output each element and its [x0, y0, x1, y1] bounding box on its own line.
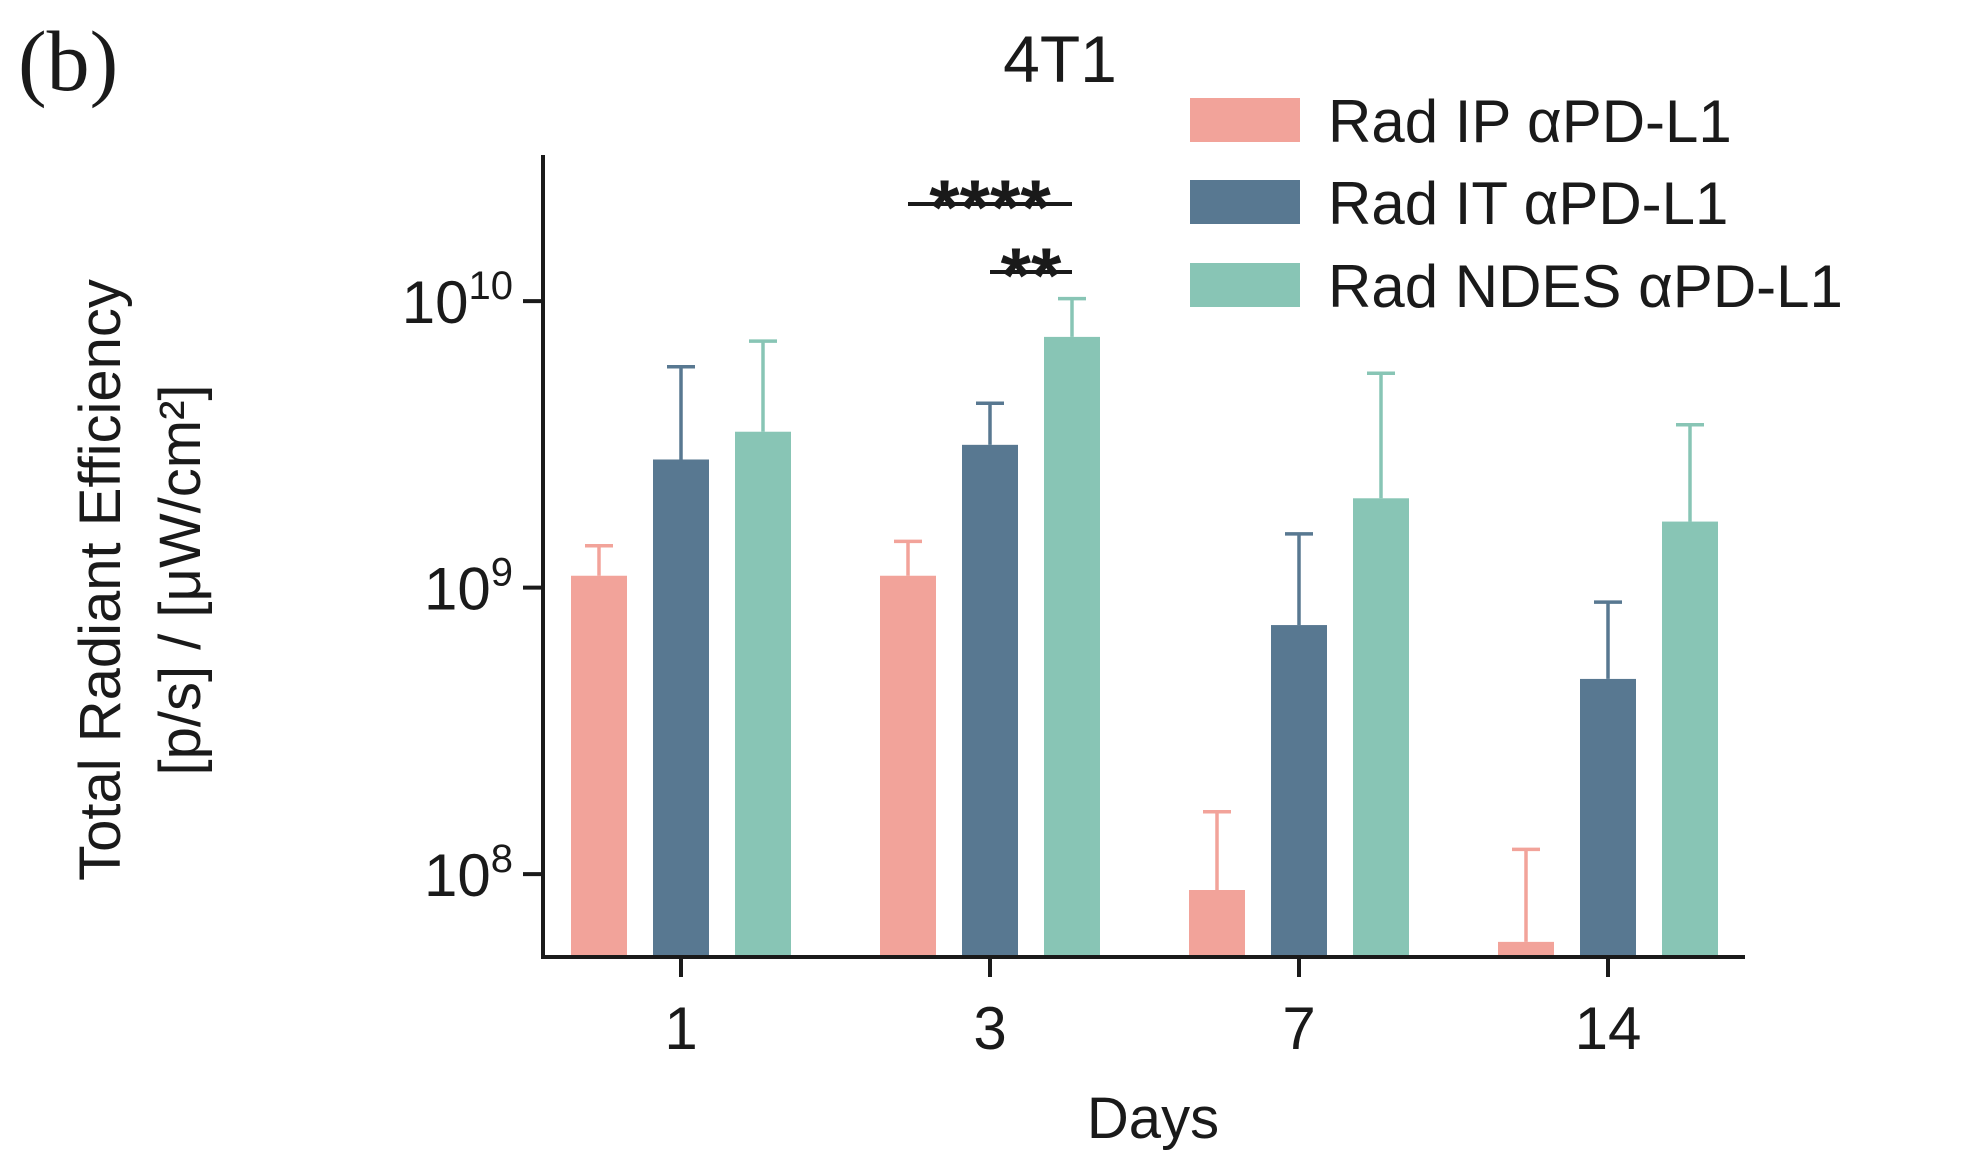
y-tick-label: 108 [424, 837, 513, 909]
legend-swatch [1190, 263, 1300, 307]
x-tick-label: 7 [1282, 995, 1315, 1062]
y-axis-label-line2: [p/s] / [μW/cm²] [148, 384, 213, 775]
x-tick-label: 1 [664, 995, 697, 1062]
legend-label: Rad NDES αPD-L1 [1328, 253, 1843, 320]
bars-layer [571, 336, 1718, 956]
x-tick-label: 14 [1575, 995, 1642, 1062]
axes-layer: 108 109 1010 1 3 7 14 [402, 155, 1745, 1062]
legend-label: Rad IP αPD-L1 [1328, 88, 1732, 155]
bar [1662, 521, 1718, 955]
legend-swatch [1190, 98, 1300, 142]
bar [1580, 678, 1636, 955]
bar [653, 459, 709, 955]
bar [1044, 336, 1100, 955]
y-axis-label: Total Radiant Efficiency [p/s] / [μW/cm²… [68, 279, 213, 881]
significance-label: ** [1001, 231, 1062, 319]
legend: Rad IP αPD-L1 Rad IT αPD-L1 Rad NDES αPD-L… [1190, 88, 1843, 320]
significance-layer: ****** [908, 163, 1072, 319]
bar [571, 575, 627, 955]
bar [1271, 625, 1327, 955]
y-tick-label: 109 [424, 551, 513, 623]
bar [1498, 941, 1554, 955]
legend-label: Rad IT αPD-L1 [1328, 170, 1728, 237]
y-tick-label: 1010 [402, 264, 513, 336]
error-bars-layer [585, 296, 1704, 942]
bar [1189, 890, 1245, 955]
bar [735, 431, 791, 956]
bar [880, 575, 936, 955]
x-tick-label: 3 [973, 995, 1006, 1062]
legend-swatch [1190, 180, 1300, 224]
y-axis-label-line1: Total Radiant Efficiency [68, 279, 133, 881]
x-axis-label: Days [1087, 1086, 1219, 1151]
panel-label: (b) [18, 13, 118, 109]
significance-label: **** [929, 163, 1051, 251]
bar [962, 444, 1018, 955]
bar [1353, 498, 1409, 955]
chart-title: 4T1 [1003, 22, 1117, 96]
